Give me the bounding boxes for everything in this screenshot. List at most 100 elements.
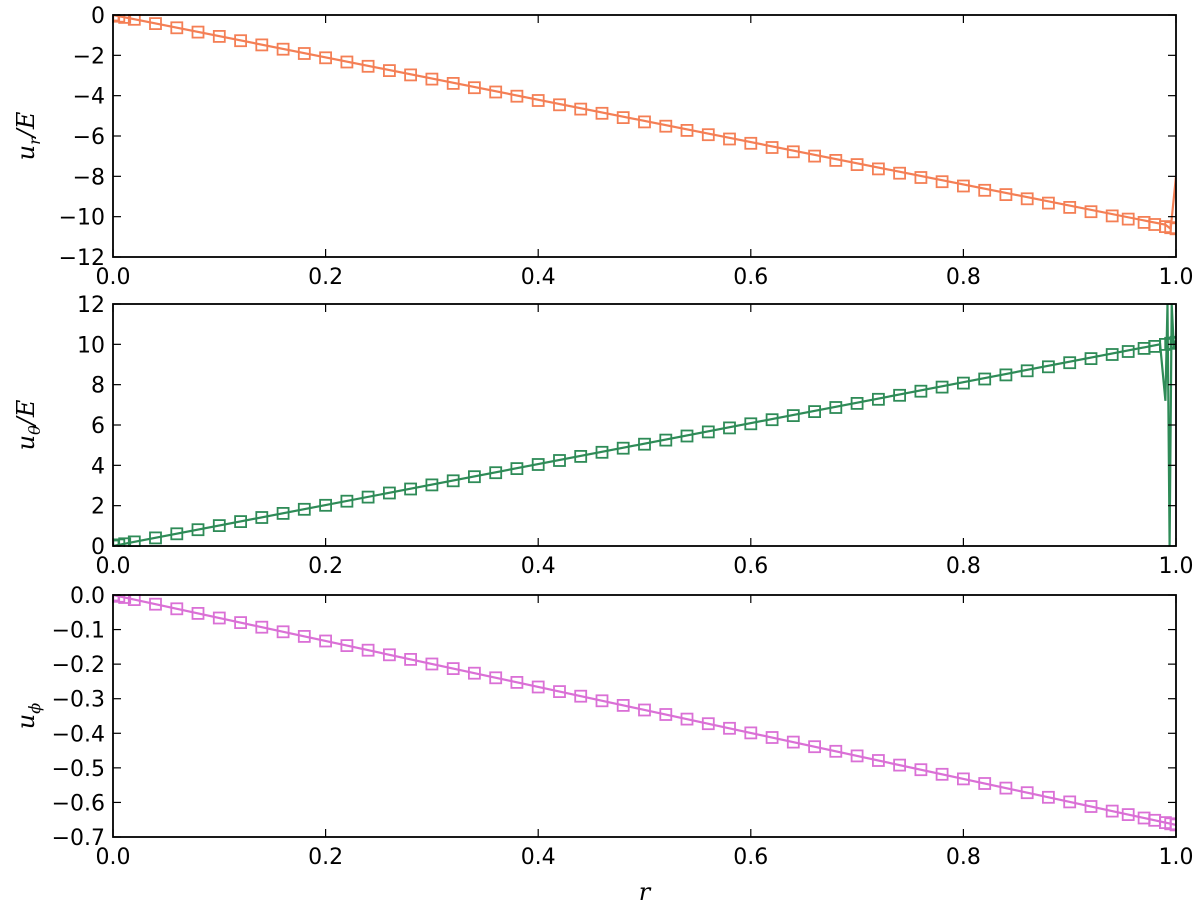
data-marker — [1137, 215, 1151, 229]
data-marker — [297, 630, 311, 643]
y-tick-label: 12 — [77, 293, 105, 318]
data-marker — [531, 680, 545, 694]
data-marker — [978, 777, 992, 790]
data-marker — [446, 662, 460, 675]
data-marker — [510, 462, 524, 476]
data-marker — [510, 89, 524, 103]
y-tick-label: 6 — [91, 414, 105, 439]
data-marker — [276, 625, 290, 639]
data-marker — [212, 519, 226, 532]
data-marker — [319, 51, 333, 65]
data-marker — [425, 657, 439, 671]
x-axis-label: r — [639, 878, 652, 906]
y-tick-label: −0.2 — [52, 653, 105, 678]
y-tick-label: 8 — [91, 374, 105, 399]
data-marker — [361, 643, 375, 657]
data-marker — [425, 72, 439, 86]
data-marker — [1121, 808, 1135, 821]
data-marker — [276, 42, 290, 56]
data-marker — [744, 136, 758, 150]
data-marker — [638, 703, 651, 717]
data-marker — [212, 29, 226, 43]
data-marker — [127, 535, 141, 547]
data-marker — [446, 77, 460, 90]
data-marker — [914, 763, 928, 777]
data-marker — [659, 433, 673, 447]
data-marker — [404, 68, 418, 82]
data-marker — [234, 616, 248, 629]
data-marker — [425, 478, 439, 492]
data-marker — [999, 781, 1013, 795]
data-marker — [978, 372, 992, 386]
series-line — [113, 303, 1176, 547]
x-tick-label: 0.8 — [946, 554, 981, 579]
data-marker — [808, 740, 821, 754]
y-axis-label-tail: /E — [12, 111, 40, 139]
x-tick-label: 0.2 — [308, 554, 343, 579]
data-marker — [1063, 795, 1077, 809]
data-marker — [382, 648, 396, 662]
data-marker — [340, 55, 354, 69]
y-tick-label: −0.4 — [52, 722, 105, 747]
x-tick-label: 1.0 — [1159, 845, 1194, 870]
x-tick-label: 0.8 — [946, 265, 981, 290]
data-marker — [340, 494, 354, 508]
data-layer — [113, 594, 1176, 832]
x-tick-label: 0.6 — [733, 554, 768, 579]
y-tick-label: 2 — [91, 495, 105, 520]
x-tick-label: 0.0 — [96, 554, 131, 579]
data-marker — [701, 717, 715, 731]
y-tick-label: −6 — [73, 125, 105, 150]
data-marker — [1121, 212, 1135, 226]
data-marker — [595, 445, 609, 459]
data-marker — [701, 425, 715, 439]
y-axis-label-sub: r — [25, 136, 44, 145]
data-marker — [914, 171, 928, 184]
y-axis-label-sub: θ — [25, 425, 44, 435]
data-marker — [1063, 356, 1077, 370]
data-marker — [872, 392, 885, 406]
x-tick-label: 0.4 — [521, 265, 556, 290]
y-axis-label: ur/E — [12, 111, 44, 160]
data-marker — [935, 767, 949, 781]
data-marker — [255, 38, 269, 52]
y-tick-label: −0.1 — [52, 619, 105, 644]
data-marker — [127, 594, 141, 606]
y-tick-label: 0 — [91, 535, 105, 560]
y-axis-label-main: u — [12, 145, 40, 160]
data-marker — [297, 47, 311, 60]
data-marker — [1042, 360, 1055, 374]
data-marker — [1105, 209, 1119, 223]
data-marker — [723, 721, 736, 735]
data-marker — [1042, 196, 1055, 210]
data-marker — [382, 64, 396, 77]
data-marker — [616, 111, 630, 124]
data-marker — [638, 115, 651, 129]
data-marker — [786, 409, 800, 423]
data-marker — [999, 368, 1013, 382]
data-marker — [1042, 790, 1055, 804]
data-marker — [319, 634, 333, 648]
x-tick-label: 0.0 — [96, 265, 131, 290]
data-marker — [234, 34, 248, 48]
data-marker — [118, 537, 132, 547]
data-marker — [616, 441, 630, 455]
y-tick-label: −0.5 — [52, 757, 105, 782]
data-marker — [255, 620, 269, 634]
y-axis-label: uϕ — [12, 703, 44, 729]
data-marker — [872, 754, 885, 767]
data-marker — [1105, 348, 1119, 361]
data-marker — [765, 413, 779, 427]
data-marker — [553, 98, 566, 112]
y-tick-label: −8 — [73, 165, 105, 190]
y-axis-label-sub: ϕ — [25, 703, 44, 714]
data-marker — [489, 466, 503, 480]
data-marker — [978, 183, 992, 197]
data-marker — [850, 396, 864, 410]
data-marker — [553, 685, 566, 698]
data-marker — [680, 124, 694, 137]
data-marker — [467, 666, 481, 680]
data-marker — [765, 141, 779, 154]
data-marker — [489, 85, 503, 99]
